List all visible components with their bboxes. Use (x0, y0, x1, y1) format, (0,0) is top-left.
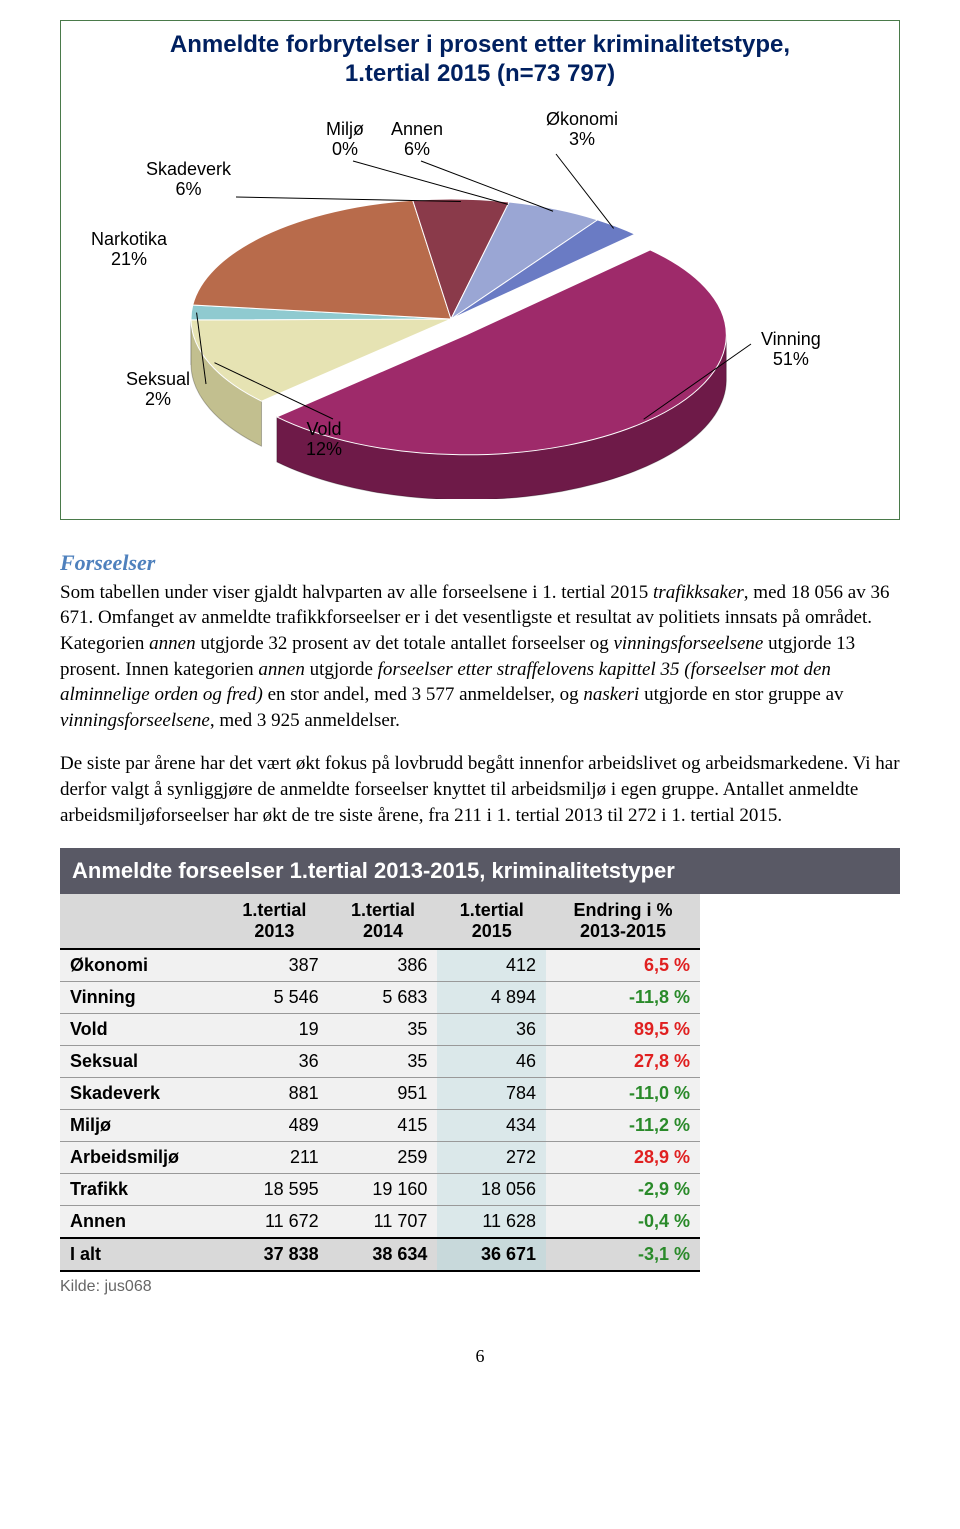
table-row: Økonomi3873864126,5 % (60, 949, 700, 982)
data-table: 1.tertial2013 1.tertial2014 1.tertial201… (60, 894, 700, 1272)
pie-label-seksual: Seksual 2% (126, 369, 190, 410)
row-label: Vold (60, 1014, 220, 1046)
cell: 415 (329, 1110, 438, 1142)
cell: 434 (437, 1110, 546, 1142)
cell: 36 (220, 1046, 329, 1078)
change-cell: -3,1 % (546, 1238, 700, 1271)
cell: 37 838 (220, 1238, 329, 1271)
cell: 259 (329, 1142, 438, 1174)
table-row: Seksual36354627,8 % (60, 1046, 700, 1078)
cell: 412 (437, 949, 546, 982)
pie-label-miljo: Miljø 0% (326, 119, 364, 160)
pie-chart-container: Anmeldte forbrytelser i prosent etter kr… (60, 20, 900, 520)
pie-label-annen: Annen 6% (391, 119, 443, 160)
table-row: Vold19353689,5 % (60, 1014, 700, 1046)
change-cell: -0,4 % (546, 1206, 700, 1239)
cell: 35 (329, 1046, 438, 1078)
cell: 386 (329, 949, 438, 982)
chart-title-line2: 1.tertial 2015 (n=73 797) (345, 60, 615, 87)
pie-slice (193, 200, 451, 319)
cell: 11 672 (220, 1206, 329, 1239)
row-label: Annen (60, 1206, 220, 1239)
row-label: Trafikk (60, 1174, 220, 1206)
col-2013: 1.tertial2013 (220, 894, 329, 949)
table-total-row: I alt37 83838 63436 671-3,1 % (60, 1238, 700, 1271)
cell: 18 595 (220, 1174, 329, 1206)
body-paragraph: De siste par årene har det vært økt foku… (60, 751, 900, 828)
row-label: I alt (60, 1238, 220, 1271)
change-cell: 27,8 % (546, 1046, 700, 1078)
change-cell: 89,5 % (546, 1014, 700, 1046)
pie-label-okonomi: Økonomi 3% (546, 109, 618, 150)
cell: 36 (437, 1014, 546, 1046)
cell: 11 707 (329, 1206, 438, 1239)
cell: 5 546 (220, 982, 329, 1014)
cell: 19 160 (329, 1174, 438, 1206)
table-row: Vinning5 5465 6834 894-11,8 % (60, 982, 700, 1014)
change-cell: 6,5 % (546, 949, 700, 982)
pie-label-skadeverk: Skadeverk 6% (146, 159, 231, 200)
cell: 5 683 (329, 982, 438, 1014)
table-title: Anmeldte forseelser 1.tertial 2013-2015,… (60, 848, 900, 894)
row-label: Arbeidsmiljø (60, 1142, 220, 1174)
pie-label-vinning: Vinning 51% (761, 329, 821, 370)
table-source: Kilde: jus068 (60, 1278, 900, 1296)
col-2015: 1.tertial2015 (437, 894, 546, 949)
change-cell: -11,8 % (546, 982, 700, 1014)
row-label: Skadeverk (60, 1078, 220, 1110)
cell: 951 (329, 1078, 438, 1110)
change-cell: -11,0 % (546, 1078, 700, 1110)
col-2014: 1.tertial2014 (329, 894, 438, 949)
change-cell: 28,9 % (546, 1142, 700, 1174)
cell: 387 (220, 949, 329, 982)
cell: 784 (437, 1078, 546, 1110)
cell: 18 056 (437, 1174, 546, 1206)
cell: 272 (437, 1142, 546, 1174)
section-paragraphs: Som tabellen under viser gjaldt halvpart… (60, 580, 900, 829)
change-cell: -11,2 % (546, 1110, 700, 1142)
row-label: Seksual (60, 1046, 220, 1078)
table-header-row: 1.tertial2013 1.tertial2014 1.tertial201… (60, 894, 700, 949)
table-container: Anmeldte forseelser 1.tertial 2013-2015,… (60, 848, 900, 1296)
table-row: Annen11 67211 70711 628-0,4 % (60, 1206, 700, 1239)
pie-label-narkotika: Narkotika 21% (91, 229, 167, 270)
pie-stage: Vinning 51% Vold 12% Seksual 2% Narkotik… (71, 99, 889, 499)
pie-label-vold: Vold 12% (306, 419, 342, 460)
cell: 46 (437, 1046, 546, 1078)
row-label: Vinning (60, 982, 220, 1014)
col-change: Endring i %2013-2015 (546, 894, 700, 949)
cell: 11 628 (437, 1206, 546, 1239)
table-row: Trafikk18 59519 16018 056-2,9 % (60, 1174, 700, 1206)
cell: 4 894 (437, 982, 546, 1014)
cell: 881 (220, 1078, 329, 1110)
table-row: Miljø489415434-11,2 % (60, 1110, 700, 1142)
row-label: Økonomi (60, 949, 220, 982)
table-row: Arbeidsmiljø21125927228,9 % (60, 1142, 700, 1174)
cell: 19 (220, 1014, 329, 1046)
row-label: Miljø (60, 1110, 220, 1142)
body-paragraph: Som tabellen under viser gjaldt halvpart… (60, 580, 900, 734)
cell: 36 671 (437, 1238, 546, 1271)
change-cell: -2,9 % (546, 1174, 700, 1206)
table-row: Skadeverk881951784-11,0 % (60, 1078, 700, 1110)
page-number: 6 (60, 1346, 900, 1367)
table-corner (60, 894, 220, 949)
cell: 211 (220, 1142, 329, 1174)
cell: 38 634 (329, 1238, 438, 1271)
section-heading: Forseelser (60, 550, 900, 576)
cell: 35 (329, 1014, 438, 1046)
cell: 489 (220, 1110, 329, 1142)
chart-title-line1: Anmeldte forbrytelser i prosent etter kr… (170, 31, 790, 58)
chart-title: Anmeldte forbrytelser i prosent etter kr… (71, 31, 889, 89)
